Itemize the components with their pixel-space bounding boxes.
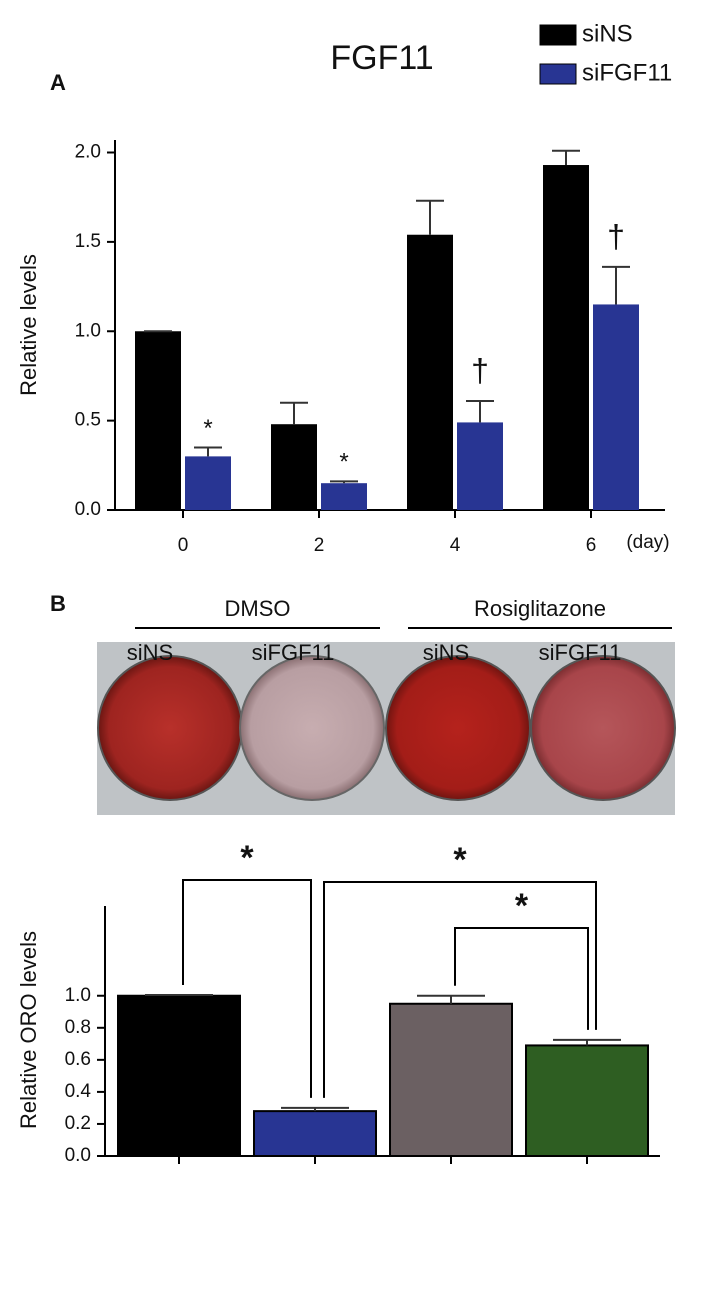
legend-label: siNS	[582, 20, 633, 47]
significance-bracket	[182, 879, 312, 1098]
bar	[389, 1002, 513, 1157]
bar	[525, 1044, 649, 1158]
significance-mark: *	[453, 841, 467, 879]
bar	[593, 304, 639, 510]
legend-swatch	[539, 63, 577, 85]
y-tick-label: 0.5	[75, 410, 101, 431]
chart-title: FGF11	[330, 39, 433, 77]
bar	[543, 165, 589, 510]
significance-bracket	[323, 881, 597, 1098]
y-tick-label: 2.0	[75, 142, 101, 163]
y-tick-label: 0.6	[65, 1049, 91, 1070]
y-tick-label: 0.2	[65, 1113, 91, 1134]
group-label: Rosiglitazone	[474, 596, 606, 621]
bar	[271, 424, 317, 510]
bar	[185, 456, 231, 510]
y-tick-label: 0.8	[65, 1017, 91, 1038]
significance-mark: *	[339, 449, 348, 476]
lane-label: siNS	[423, 640, 469, 665]
significance-mark: *	[240, 839, 254, 877]
x-unit-label: (day)	[626, 532, 669, 553]
bar	[117, 994, 241, 1157]
x-tick-label: 6	[586, 535, 597, 556]
y-tick-label: 1.0	[75, 320, 101, 341]
bar	[407, 234, 453, 510]
y-axis-label: Relative levels	[16, 254, 41, 396]
significance-bracket	[454, 927, 589, 1030]
legend-swatch	[539, 24, 577, 46]
x-tick-label: 0	[178, 535, 189, 556]
bar	[135, 331, 181, 510]
y-tick-label: 0.0	[75, 499, 101, 520]
well-photo	[97, 642, 676, 815]
y-axis-label: Relative ORO levels	[16, 931, 41, 1129]
y-tick-label: 1.0	[65, 985, 91, 1006]
significance-mark: †	[607, 218, 625, 254]
bar	[457, 422, 503, 510]
panel-label: B	[50, 591, 66, 616]
significance-mark: *	[203, 415, 212, 442]
panel-label: A	[50, 70, 66, 95]
lane-label: siFGF11	[539, 640, 622, 665]
legend-label: siFGF11	[582, 59, 672, 86]
significance-mark: *	[515, 887, 529, 925]
x-tick-label: 2	[314, 535, 325, 556]
bar	[253, 1110, 377, 1157]
lane-label: siFGF11	[252, 640, 335, 665]
lane-label: siNS	[127, 640, 173, 665]
significance-mark: †	[471, 352, 489, 388]
y-tick-label: 1.5	[75, 231, 101, 252]
x-tick-label: 4	[450, 535, 461, 556]
y-tick-label: 0.4	[65, 1081, 92, 1102]
bar	[321, 483, 367, 510]
group-label: DMSO	[225, 596, 291, 621]
y-tick-label: 0.0	[65, 1145, 91, 1166]
